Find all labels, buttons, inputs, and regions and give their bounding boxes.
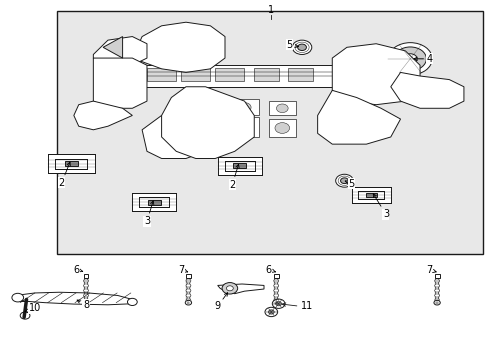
Text: 10: 10 — [25, 303, 41, 314]
Text: 7: 7 — [178, 265, 187, 275]
Circle shape — [82, 300, 89, 305]
Polygon shape — [93, 58, 147, 108]
Circle shape — [268, 310, 274, 314]
Bar — [434, 274, 439, 278]
Bar — [254, 68, 278, 81]
Polygon shape — [390, 72, 463, 108]
Bar — [55, 158, 87, 169]
Bar — [229, 117, 259, 137]
Bar — [288, 68, 312, 81]
Polygon shape — [217, 284, 264, 294]
Bar — [181, 68, 210, 81]
Polygon shape — [103, 37, 122, 58]
Circle shape — [393, 47, 426, 71]
Circle shape — [264, 307, 277, 317]
Bar — [215, 68, 244, 81]
Text: 6: 6 — [265, 265, 275, 275]
Circle shape — [403, 54, 416, 64]
Circle shape — [276, 104, 287, 113]
Text: 7: 7 — [425, 265, 435, 275]
Circle shape — [379, 82, 401, 98]
Bar — [57, 12, 483, 253]
Text: 2: 2 — [229, 165, 239, 190]
Polygon shape — [161, 87, 254, 158]
Ellipse shape — [198, 127, 222, 140]
Text: 5: 5 — [285, 40, 298, 50]
Bar — [147, 68, 176, 81]
Circle shape — [20, 312, 30, 319]
Text: 3: 3 — [372, 194, 388, 219]
Circle shape — [127, 298, 137, 306]
Circle shape — [222, 283, 237, 294]
Circle shape — [340, 57, 362, 73]
Bar — [132, 193, 176, 211]
Bar — [365, 193, 376, 197]
Ellipse shape — [206, 110, 228, 121]
Circle shape — [344, 114, 368, 132]
Bar — [148, 200, 160, 204]
Circle shape — [108, 74, 132, 92]
Circle shape — [297, 44, 306, 50]
Circle shape — [12, 293, 23, 302]
Polygon shape — [331, 44, 419, 105]
Text: 2: 2 — [59, 162, 70, 188]
Circle shape — [335, 174, 352, 187]
Text: 6: 6 — [73, 265, 82, 275]
Circle shape — [387, 42, 431, 75]
Polygon shape — [74, 101, 132, 130]
Bar — [64, 161, 78, 166]
Circle shape — [433, 300, 439, 305]
Circle shape — [426, 85, 442, 96]
Bar — [351, 187, 390, 203]
Circle shape — [238, 103, 250, 112]
Polygon shape — [93, 37, 147, 65]
Bar — [268, 101, 295, 116]
Circle shape — [379, 57, 401, 73]
Bar — [229, 99, 259, 116]
Bar — [48, 154, 95, 173]
Circle shape — [185, 300, 191, 305]
Bar — [233, 163, 245, 168]
Polygon shape — [132, 22, 224, 72]
Circle shape — [114, 78, 126, 88]
Text: 9: 9 — [214, 293, 227, 311]
Polygon shape — [317, 90, 400, 144]
Circle shape — [274, 123, 289, 134]
Bar — [217, 157, 261, 175]
Text: 4: 4 — [413, 54, 432, 64]
Circle shape — [275, 302, 281, 306]
Ellipse shape — [181, 103, 205, 114]
Bar — [268, 119, 295, 137]
Circle shape — [292, 40, 311, 54]
Text: 5: 5 — [345, 179, 354, 189]
Circle shape — [340, 82, 362, 98]
Circle shape — [236, 121, 252, 133]
Polygon shape — [15, 292, 135, 305]
Text: 8: 8 — [77, 300, 89, 310]
Circle shape — [272, 299, 285, 309]
Text: 11: 11 — [300, 301, 312, 311]
Circle shape — [340, 178, 347, 184]
Polygon shape — [142, 116, 205, 158]
Bar — [139, 197, 169, 207]
Bar — [224, 161, 254, 171]
Bar — [83, 274, 88, 278]
Bar — [185, 274, 190, 278]
Text: 1: 1 — [268, 5, 274, 15]
Bar — [357, 191, 384, 199]
Circle shape — [272, 300, 279, 305]
Bar — [273, 274, 278, 278]
Polygon shape — [132, 65, 375, 87]
Circle shape — [226, 286, 233, 291]
Text: 3: 3 — [143, 201, 154, 226]
